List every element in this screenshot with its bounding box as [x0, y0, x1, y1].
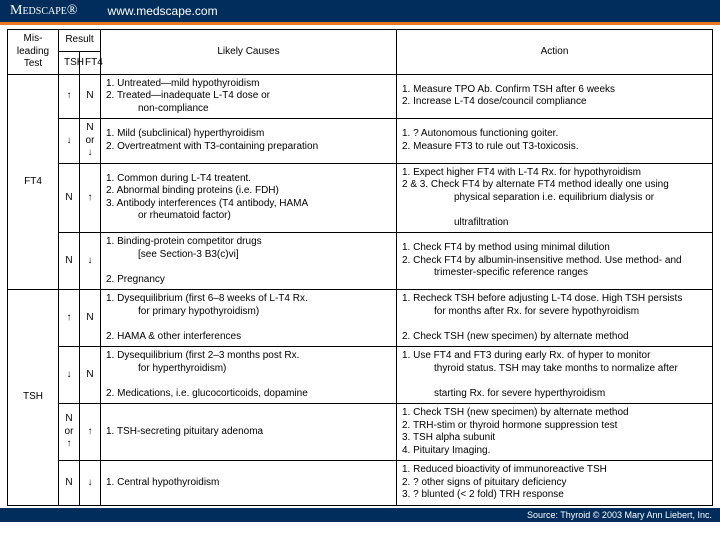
cell-ft4: N	[80, 290, 101, 347]
col-head-result: Result	[59, 30, 101, 52]
cell-causes: 1. Untreated—mild hypothyroidism2. Treat…	[101, 74, 397, 119]
cell-tsh: N	[59, 461, 80, 506]
cell-tsh: N	[59, 233, 80, 290]
table-row: Nor ↑↑1. TSH-secreting pituitary adenoma…	[8, 404, 713, 461]
cell-causes: 1. Binding-protein competitor drugs[see …	[101, 233, 397, 290]
header-bar: Medscape® www.medscape.com	[0, 0, 720, 22]
col-head-tsh: TSH	[59, 52, 80, 74]
cell-ft4: ↑	[80, 163, 101, 233]
cell-action: 1. ? Autonomous functioning goiter.2. Me…	[397, 119, 713, 164]
cell-tsh: ↓	[59, 119, 80, 164]
cell-ft4: N	[80, 347, 101, 404]
cell-tsh: N	[59, 163, 80, 233]
col-head-misleading: Mis-leadingTest	[8, 30, 59, 75]
table-row: N↑1. Common during L-T4 treatent.2. Abno…	[8, 163, 713, 233]
logo: Medscape®	[10, 3, 78, 19]
table-row: N↓1. Central hypothyroidism1. Reduced bi…	[8, 461, 713, 506]
cell-action: 1. Measure TPO Ab. Confirm TSH after 6 w…	[397, 74, 713, 119]
cell-tsh: ↑	[59, 290, 80, 347]
cell-causes: 1. Dysequilibrium (first 2–3 months post…	[101, 347, 397, 404]
table-body: FT4↑N1. Untreated—mild hypothyroidism2. …	[8, 74, 713, 505]
cell-causes: 1. Central hypothyroidism	[101, 461, 397, 506]
cell-tsh: ↓	[59, 347, 80, 404]
cell-tsh: Nor ↑	[59, 404, 80, 461]
cell-causes: 1. Mild (subclinical) hyperthyroidism2. …	[101, 119, 397, 164]
col-head-causes: Likely Causes	[101, 30, 397, 75]
cell-ft4: ↓	[80, 233, 101, 290]
site-url: www.medscape.com	[108, 4, 218, 18]
table-row: ↓N1. Dysequilibrium (first 2–3 months po…	[8, 347, 713, 404]
cell-action: 1. Reduced bioactivity of immunoreactive…	[397, 461, 713, 506]
cell-test: TSH	[8, 290, 59, 506]
cell-ft4: N	[80, 74, 101, 119]
cell-action: 1. Check TSH (new specimen) by alternate…	[397, 404, 713, 461]
cell-action: 1. Use FT4 and FT3 during early Rx. of h…	[397, 347, 713, 404]
cell-action: 1. Recheck TSH before adjusting L-T4 dos…	[397, 290, 713, 347]
cell-action: 1. Expect higher FT4 with L-T4 Rx. for h…	[397, 163, 713, 233]
cell-causes: 1. Common during L-T4 treatent.2. Abnorm…	[101, 163, 397, 233]
cell-test: FT4	[8, 74, 59, 290]
table-row: FT4↑N1. Untreated—mild hypothyroidism2. …	[8, 74, 713, 119]
accent-bar	[0, 22, 720, 25]
cell-ft4: ↑	[80, 404, 101, 461]
footer-bar: Source: Thyroid © 2003 Mary Ann Liebert,…	[0, 508, 720, 522]
cell-causes: 1. Dysequilibrium (first 6–8 weeks of L-…	[101, 290, 397, 347]
table-row: ↓Nor ↓1. Mild (subclinical) hyperthyroid…	[8, 119, 713, 164]
cell-ft4: Nor ↓	[80, 119, 101, 164]
cell-ft4: ↓	[80, 461, 101, 506]
cell-action: 1. Check FT4 by method using minimal dil…	[397, 233, 713, 290]
col-head-action: Action	[397, 30, 713, 75]
cell-causes: 1. TSH-secreting pituitary adenoma	[101, 404, 397, 461]
thyroid-table: Mis-leadingTest Result Likely Causes Act…	[7, 29, 713, 506]
cell-tsh: ↑	[59, 74, 80, 119]
table-row: N↓1. Binding-protein competitor drugs[se…	[8, 233, 713, 290]
table-row: TSH↑N1. Dysequilibrium (first 6–8 weeks …	[8, 290, 713, 347]
